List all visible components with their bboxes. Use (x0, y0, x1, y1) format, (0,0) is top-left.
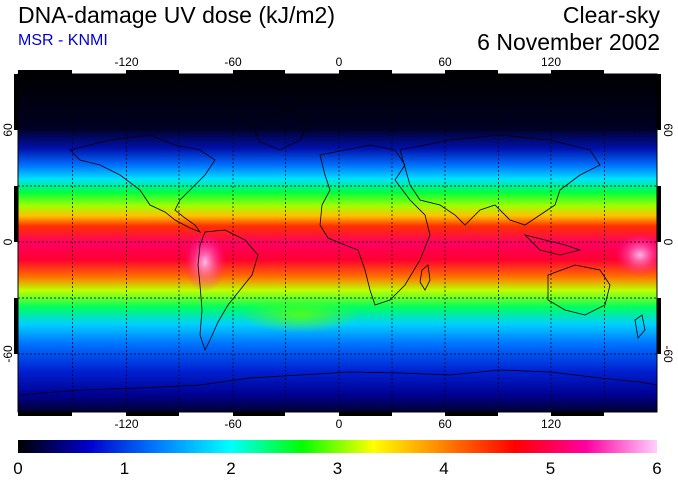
lat-ticks-right: 60 0 -60 (661, 123, 675, 363)
south-atlantic-patch (240, 297, 360, 333)
map-title: DNA-damage UV dose (kJ/m2) (18, 2, 335, 28)
greenland-coast (249, 109, 311, 151)
indonesia-coast (523, 234, 582, 256)
frame-border (14, 70, 661, 416)
colorbar (18, 440, 657, 453)
colorbar-labels: 0 1 2 3 4 5 6 (13, 459, 661, 478)
map-frame (17, 73, 658, 413)
lat-tick-label: 60 (1, 123, 15, 137)
lon-tick-label: 120 (541, 55, 561, 69)
madagascar-coast (419, 264, 431, 291)
colorbar-label: 2 (226, 459, 235, 478)
map-area (18, 74, 657, 412)
lon-tick-label: -60 (224, 417, 242, 431)
source-label: MSR - KNMI (18, 32, 108, 49)
lat-tick-label: 60 (661, 123, 675, 137)
south-america-coast (197, 229, 259, 352)
colorbar-label: 0 (13, 459, 22, 478)
sky-condition-label: Clear-sky (562, 2, 660, 28)
pacific-hotspot (614, 233, 657, 277)
coastlines (19, 109, 657, 396)
colorbar-label: 3 (333, 459, 342, 478)
europe-africa-coast (319, 144, 431, 306)
lat-ticks-left: 60 0 -60 (1, 123, 15, 363)
colorbar-label: 6 (652, 459, 661, 478)
lon-tick-label: 60 (438, 55, 452, 69)
australia-coast (547, 264, 611, 316)
lon-tick-label: 120 (541, 417, 561, 431)
lon-ticks-top: -120 -60 0 60 120 (114, 55, 561, 69)
colorbar-label: 5 (546, 459, 555, 478)
north-america-coast (69, 134, 216, 233)
lat-tick-label: 0 (1, 238, 15, 245)
antarctica-coast (19, 369, 657, 396)
lon-tick-label: 60 (438, 417, 452, 431)
lon-ticks-bottom: -120 -60 0 60 120 (114, 417, 561, 431)
colorbar-label: 4 (439, 459, 448, 478)
lat-tick-label: -60 (1, 345, 15, 363)
andes-hotspot (183, 232, 227, 292)
asia-coast (399, 134, 601, 226)
colorbar-label: 1 (120, 459, 129, 478)
lon-tick-label: -120 (114, 55, 138, 69)
uv-field (18, 74, 657, 412)
lon-tick-label: 0 (336, 55, 343, 69)
lon-tick-label: -120 (114, 417, 138, 431)
gridlines (18, 74, 657, 412)
lon-tick-label: -60 (224, 55, 242, 69)
date-label: 6 November 2002 (477, 29, 660, 55)
lat-tick-label: -60 (661, 345, 675, 363)
new-zealand-coast (634, 314, 646, 339)
lon-tick-label: 0 (336, 417, 343, 431)
lat-tick-label: 0 (661, 239, 675, 246)
